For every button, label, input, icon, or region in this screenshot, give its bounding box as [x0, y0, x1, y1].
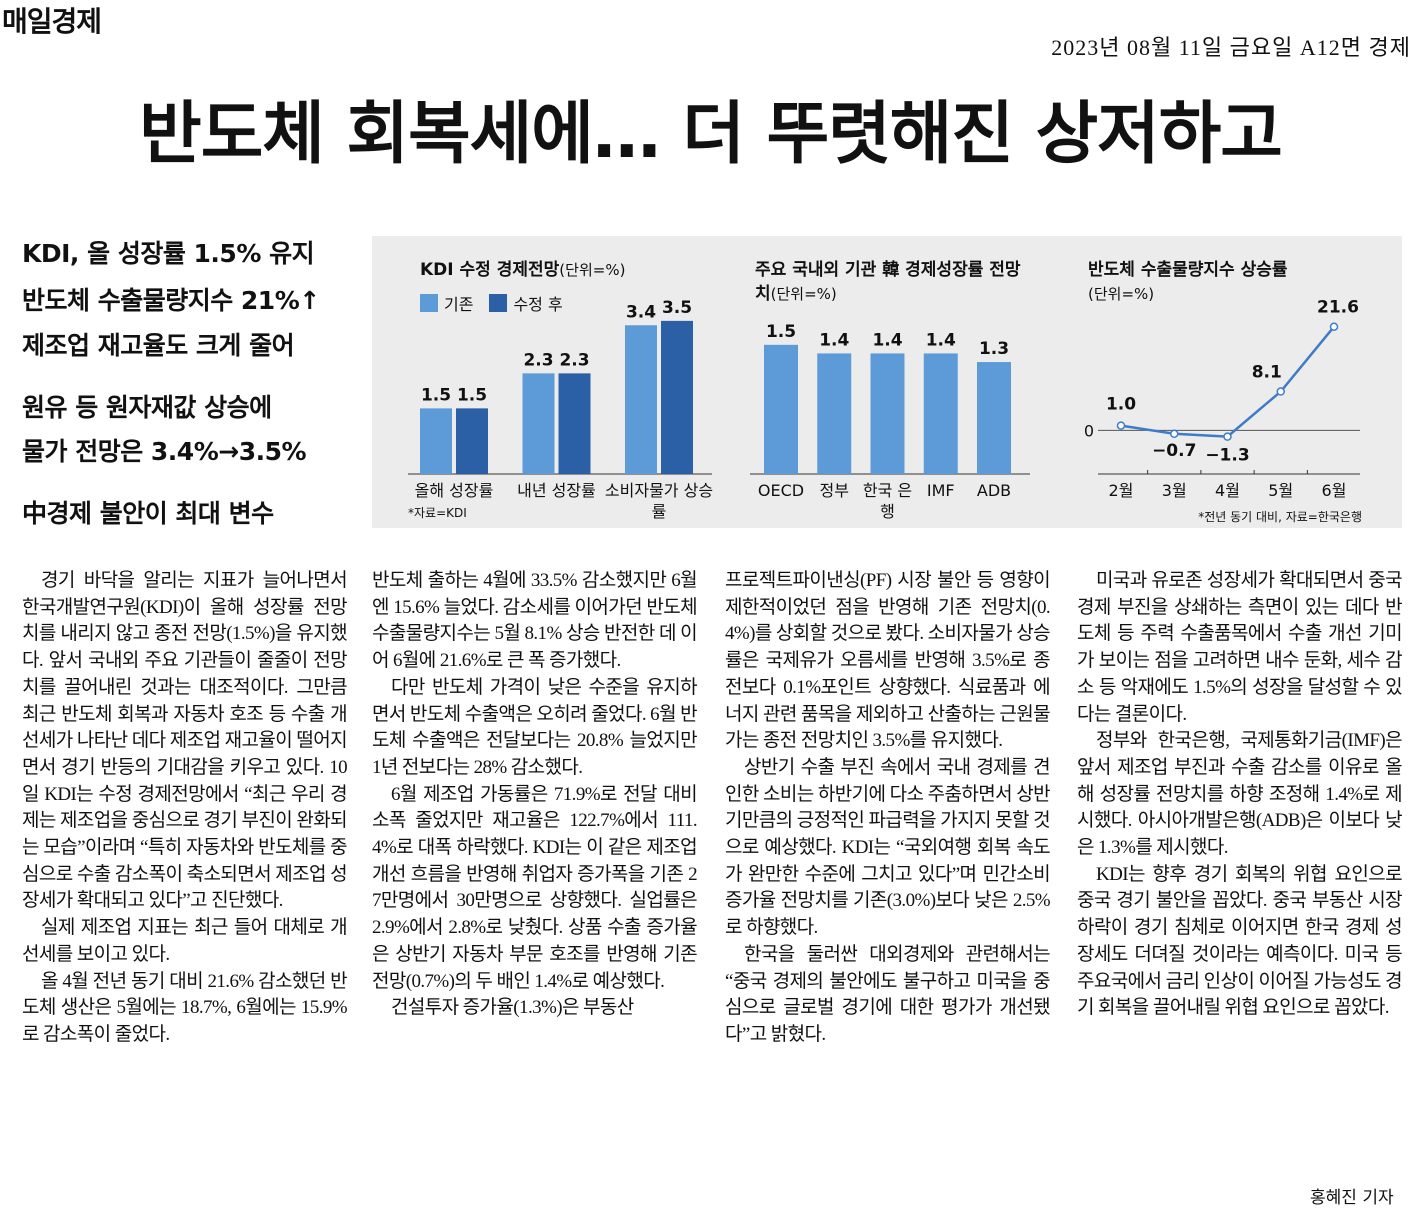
value-label: 1.0 [1106, 395, 1136, 415]
category-label: 6월 [1321, 481, 1347, 500]
category-label: 정부 [819, 481, 849, 500]
category-label: 2월 [1108, 481, 1134, 500]
chart-title-text: KDI 수정 경제전망 [420, 260, 560, 280]
bar [764, 344, 798, 474]
value-label: 1.5 [766, 322, 796, 342]
dateline: 2023년 08월 11일 금요일 A12면 경제 [1051, 35, 1411, 60]
legend-item: 수정 후 [489, 291, 563, 315]
legend-label: 수정 후 [513, 295, 563, 314]
value-label: 1.4 [872, 330, 902, 350]
value-label: −1.3 [1205, 446, 1249, 466]
article-column: 프로젝트파이낸싱(PF) 시장 불안 등 영향이 제한적이었던 점을 반영해 기… [725, 568, 1051, 1049]
chart-title: KDI 수정 경제전망(단위=%) [420, 258, 625, 282]
point [1170, 429, 1179, 439]
category-label: IMF [926, 481, 955, 500]
chart-title-text: 주요 국내외 기관 韓 경제성장률 전망치 [755, 260, 1021, 304]
category-label: 5월 [1268, 481, 1294, 500]
paragraph: 프로젝트파이낸싱(PF) 시장 불안 등 영향이 제한적이었던 점을 반영해 기… [725, 570, 1051, 752]
subhead: 물가 전망은 3.4%→3.5% [22, 437, 307, 466]
paragraph: 실제 제조업 지표는 최근 들어 대체로 개선세를 보이고 있다. [22, 917, 348, 965]
subhead: KDI, 올 성장률 1.5% 유지 [22, 239, 315, 268]
legend-label: 기존 [444, 295, 474, 314]
value-label: 3.5 [662, 298, 692, 318]
category-label: 올해 성장률 [414, 481, 494, 500]
bar [456, 408, 488, 474]
paragraph: 다만 반도체 가격이 낮은 수준을 유지하면서 반도체 수출액은 오히려 줄었다… [372, 676, 698, 778]
paragraph: 건설투자 증가율(1.3%)은 부동산 [391, 997, 634, 1019]
paragraph: 올 4월 전년 동기 대비 21.6% 감소했던 반도체 생산은 5월에는 18… [22, 970, 348, 1045]
article-column: 미국과 유로존 성장세가 확대되면서 중국 경제 부진을 상쇄하는 측면이 있는… [1077, 568, 1403, 1022]
article-column: 반도체 출하는 4월에 33.5% 감소했지만 6월엔 15.6% 늘었다. 감… [372, 568, 698, 1022]
paragraph: 미국과 유로존 성장세가 확대되면서 중국 경제 부진을 상쇄하는 측면이 있는… [1077, 570, 1403, 725]
value-label: 1.3 [979, 339, 1009, 359]
headline: 반도체 회복세에… 더 뚜렷해진 상저하고 [139, 95, 1283, 174]
line [1120, 325, 1335, 438]
bar [558, 373, 591, 474]
bar [870, 353, 905, 474]
value-label: 21.6 [1317, 298, 1359, 318]
value-label: 3.4 [626, 302, 656, 322]
bar [977, 362, 1011, 474]
byline: 홍혜진 기자 [1310, 1188, 1394, 1208]
bar [923, 353, 958, 474]
paragraph: 정부와 한국은행, 국제통화기금(IMF)은 앞서 제조업 부진과 수출 감소를… [1077, 730, 1403, 859]
legend-swatch [489, 294, 508, 312]
masthead: 매일경제 [2, 5, 102, 38]
value-label: 1.5 [457, 385, 487, 405]
value-label: 1.4 [926, 330, 956, 350]
paragraph: 6월 제조업 가동률은 71.9%로 전달 대비 소폭 줄었지만 재고율은 12… [372, 783, 698, 992]
category-label: ADB [976, 481, 1012, 500]
bar [625, 325, 657, 474]
value-label: 1.4 [819, 330, 849, 350]
bar [522, 373, 555, 474]
legend-swatch [420, 294, 438, 312]
point [1276, 387, 1285, 396]
paragraph: 경기 바닥을 알리는 지표가 늘어나면서 한국개발연구원(KDI)이 올해 성장… [22, 570, 348, 912]
legend-item: 기존 [420, 291, 473, 315]
legend: 기존 수정 후 [420, 291, 563, 315]
category-label: 소비자물가 상승률 [604, 481, 714, 521]
chart-source: *자료=KDI [408, 506, 467, 520]
chart-title: 반도체 수출물량지수 상승률 (단위=%) [1088, 258, 1288, 306]
paragraph: KDI는 향후 경기 회복의 위협 요인으로 중국 경기 불안을 꼽았다. 중국… [1077, 863, 1403, 1019]
chart-unit: (단위=%) [770, 285, 837, 303]
subhead: 원유 등 원자재값 상승에 [22, 393, 272, 422]
chart-source: *전년 동기 대비, 자료=한국은행 [1198, 510, 1362, 524]
value-label: 2.3 [523, 350, 553, 370]
value-label: 1.5 [421, 385, 451, 405]
paragraph: 반도체 출하는 4월에 33.5% 감소했지만 6월엔 15.6% 늘었다. 감… [372, 570, 698, 672]
chart-unit: (단위=%) [559, 261, 626, 279]
chart-unit: (단위=%) [1088, 285, 1155, 303]
category-label: 한국 은행 [862, 481, 913, 521]
chart-panel: 1.5 1.5 2.3 2.3 3.4 3.5 1.5 1.4 1.4 1.4 1.3 0 1.0 −0.… [372, 236, 1402, 528]
value-label: 8.1 [1252, 363, 1282, 383]
point [1116, 421, 1126, 430]
category-label: 내년 성장률 [517, 481, 596, 500]
y-tick-label: 0 [1084, 421, 1094, 440]
category-label: OECD [757, 481, 805, 500]
chart-title: 주요 국내외 기관 韓 경제성장률 전망치(단위=%) [755, 258, 1035, 306]
bar [420, 408, 452, 474]
article-column: 경기 바닥을 알리는 지표가 늘어나면서 한국개발연구원(KDI)이 올해 성장… [22, 568, 348, 1049]
value-label: 2.3 [559, 350, 589, 370]
charts: 1.5 1.5 2.3 2.3 3.4 3.5 1.5 1.4 1.4 1.4 1.3 0 1.0 −0.… [408, 298, 1360, 475]
paragraph: 한국을 둘러싼 대외경제와 관련해서는 “중국 경제의 불안에도 불구하고 미국… [725, 943, 1051, 1045]
subhead: 中경제 불안이 최대 변수 [22, 499, 274, 528]
subhead: 반도체 수출물량지수 21%↑ [22, 286, 320, 315]
bar [817, 353, 852, 474]
category-label: 3월 [1161, 481, 1187, 500]
point [1329, 322, 1339, 331]
value-label: −0.7 [1152, 441, 1196, 461]
bar [661, 320, 693, 474]
category-label: 4월 [1215, 481, 1240, 500]
chart-title-text: 반도체 수출물량지수 상승률 [1088, 260, 1288, 280]
paragraph: 상반기 수출 부진 속에서 국내 경제를 견인한 소비는 하반기에 다소 주춤하… [725, 756, 1051, 939]
subhead: 제조업 재고율도 크게 줄어 [22, 331, 295, 360]
point [1223, 432, 1232, 441]
